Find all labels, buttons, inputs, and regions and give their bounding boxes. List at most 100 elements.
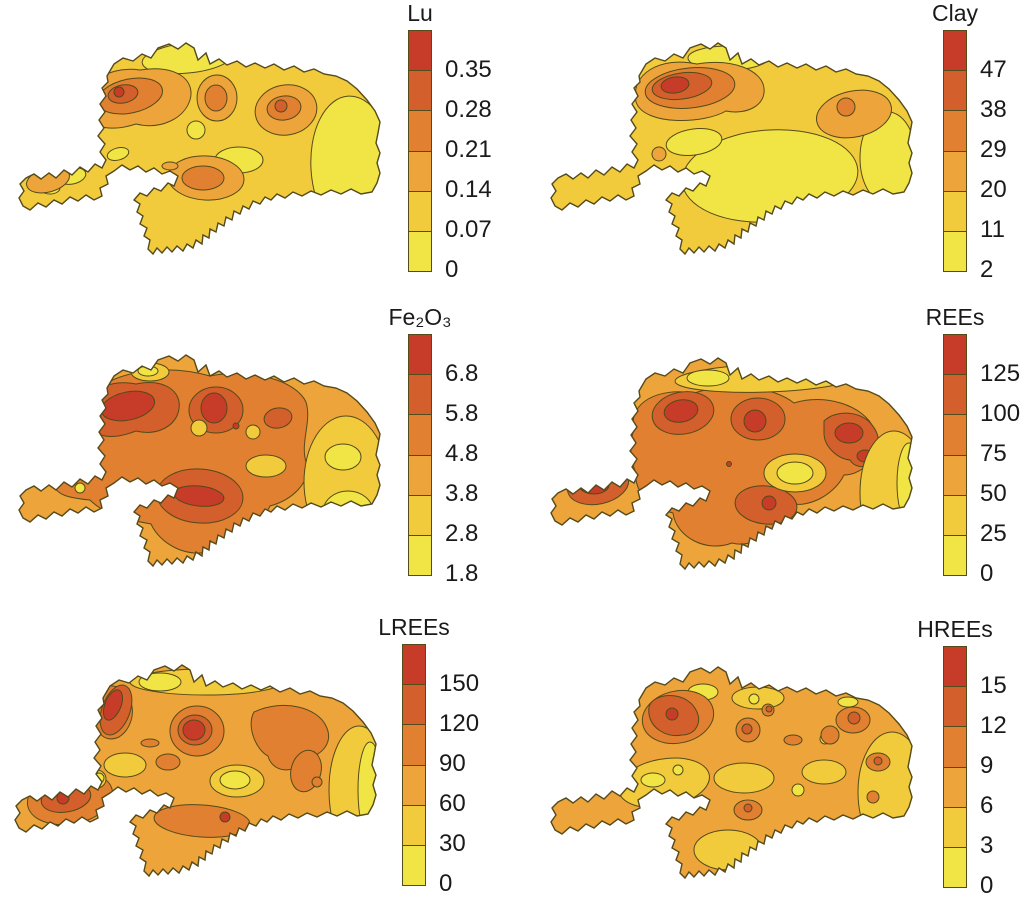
contour-region [791, 783, 805, 797]
colorbar-tick-label: 11 [980, 216, 1005, 243]
contour-region [140, 738, 160, 748]
colorbar-tick-label: 0 [980, 872, 994, 899]
colorbar-tick-label: 125 [980, 360, 1021, 387]
colorbar-tick-label: 60 [439, 790, 466, 817]
contour-region [743, 803, 753, 813]
colorbar [943, 646, 967, 888]
contour-region [324, 443, 362, 471]
colorbar-tick-label: 1.8 [445, 560, 479, 587]
colorbar-title: Lu [407, 0, 433, 26]
colorbar [402, 644, 426, 886]
colorbar-segment [409, 151, 431, 192]
colorbar-tick-label: 150 [439, 670, 480, 697]
contour-region [200, 392, 228, 424]
colorbar-tick-label: 0.07 [445, 216, 492, 243]
contour-region [311, 776, 323, 788]
contour-region [74, 482, 86, 494]
colorbar-tick-label: 4.8 [445, 440, 479, 467]
colorbar-segment [409, 455, 431, 496]
colorbar-segment [944, 415, 966, 456]
colorbar-segment [944, 335, 966, 376]
contour-region [138, 672, 182, 692]
colorbar-tick-label: 2 [980, 256, 994, 283]
contour-region [322, 490, 374, 534]
colorbar-tick-label: 0.21 [445, 136, 492, 163]
legend-lu: Lu 0.35 0.28 0.21 0.14 0.07 0 [407, 0, 492, 282]
colorbar-segment [944, 687, 966, 728]
rees-contour-map [550, 357, 913, 570]
colorbar-segment [409, 191, 431, 232]
colorbar-segment [944, 111, 966, 152]
colorbar-segment [403, 845, 425, 886]
contour-region [663, 399, 699, 423]
contour-region [761, 495, 777, 511]
colorbar-tick-label: 29 [980, 136, 1007, 163]
contour-region [186, 120, 206, 140]
colorbar-tick-label: 0 [445, 256, 459, 283]
contour-blobs [634, 45, 912, 223]
colorbar-segment [409, 31, 431, 72]
colorbar [943, 334, 967, 576]
colorbar [408, 334, 432, 576]
contour-region [182, 719, 206, 741]
colorbar-segment [403, 645, 425, 686]
colorbar-segment [409, 495, 431, 536]
colorbar-tick-label: 30 [439, 830, 466, 857]
contour-region [783, 734, 803, 746]
contour-region [713, 762, 775, 794]
contour-region [726, 461, 732, 467]
colorbar-ticks: 0.35 0.28 0.21 0.14 0.07 0 [445, 30, 525, 282]
contour-region [274, 99, 288, 113]
colorbar-ticks: 150 120 90 60 30 0 [439, 644, 519, 896]
colorbar-segment [403, 805, 425, 846]
colorbar-ticks: 6.8 5.8 4.8 3.8 2.8 1.8 [445, 334, 525, 586]
colorbar-tick-label: 0.28 [445, 96, 492, 123]
colorbar-segment [944, 727, 966, 768]
contour-region [313, 535, 331, 553]
colorbar-segment [403, 725, 425, 766]
colorbar-tick-label: 75 [980, 440, 1007, 467]
contour-region [204, 84, 228, 112]
colorbar-segment [944, 535, 966, 576]
colorbar-tick-label: 120 [439, 710, 480, 737]
colorbar-tick-label: 50 [980, 480, 1007, 507]
colorbar-segment [944, 647, 966, 688]
contour-region [837, 696, 859, 708]
contour-region [219, 770, 251, 790]
contour-region [181, 165, 225, 191]
contour-region [155, 753, 181, 771]
colorbar-tick-label: 90 [439, 750, 466, 777]
contour-region [219, 811, 231, 823]
contour-region [578, 475, 610, 495]
colorbar-segment [944, 151, 966, 192]
colorbar-tick-label: 5.8 [445, 400, 479, 427]
contour-region [660, 76, 690, 94]
contour-region [743, 409, 767, 433]
contour-region [113, 86, 125, 98]
colorbar-tick-label: 20 [980, 176, 1007, 203]
hrees-contour-map [550, 666, 913, 879]
colorbar [408, 30, 432, 272]
colorbar-segment [944, 807, 966, 848]
colorbar-tick-label: 25 [980, 520, 1007, 547]
colorbar-segment [944, 375, 966, 416]
colorbar-tick-label: 9 [980, 752, 994, 779]
colorbar-segment [403, 765, 425, 806]
colorbar-segment [409, 375, 431, 416]
contour-region [801, 759, 847, 785]
contour-region [125, 495, 135, 505]
contour-region [640, 772, 666, 788]
contour-region [651, 146, 667, 162]
contour-region [820, 725, 840, 745]
colorbar-segment [944, 455, 966, 496]
colorbar-tick-label: 38 [980, 96, 1007, 123]
contour-region [873, 756, 883, 766]
colorbar-title: Clay [932, 0, 979, 26]
contour-region [834, 422, 864, 444]
contour-region [103, 752, 147, 778]
colorbar-segment [944, 231, 966, 272]
contour-region [847, 711, 861, 725]
contour-region [672, 764, 684, 776]
colorbar-ticks: 15 12 9 6 3 0 [980, 646, 1024, 898]
colorbar-segment [944, 847, 966, 888]
